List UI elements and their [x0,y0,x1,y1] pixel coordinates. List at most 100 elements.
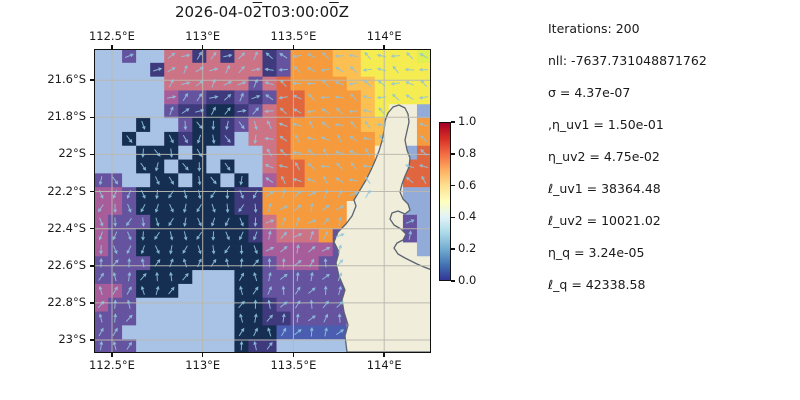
grid-cell [416,214,431,230]
grid-cell [416,104,431,119]
grid-cell [108,49,123,64]
tick-mark [451,216,455,219]
grid-cell [402,242,418,257]
grid-cell [136,104,151,119]
tick-mark [90,302,94,304]
grid-cell [304,339,320,353]
grid-cell [220,339,235,353]
grid-cell [122,159,137,174]
tick-mark [383,353,385,357]
grid-cell [220,283,235,299]
grid-cell [108,145,123,160]
grid-cell [178,325,193,340]
grid-cell [94,145,109,160]
grid-cell [206,297,221,312]
colorbar-tick-label: 0.2 [458,241,477,256]
grid-cell [276,339,291,353]
map-axes [94,49,431,353]
grid-cell [164,339,179,353]
grid-cell [136,131,151,147]
grid-cell [150,49,165,64]
grid-cell [108,90,123,105]
grid-cell [164,297,179,312]
grid-cell [248,145,263,160]
grid-cell [206,159,221,174]
grid-cell [234,159,249,174]
grid-cell [94,118,109,133]
grid-cell [136,76,151,91]
grid-cell [94,159,109,174]
grid-cell [136,297,151,312]
grid-cell [192,325,207,340]
grid-cell [206,311,221,326]
grid-cell [136,339,151,353]
x-tick-label-bottom: 113°E [185,358,221,372]
grid-cell [150,325,165,340]
tick-mark [90,190,94,193]
grid-cell [234,145,249,160]
grid-cell [122,62,137,78]
grid-cell [192,283,207,299]
tick-mark [111,45,113,49]
colorbar-tick-label: 0.4 [458,209,477,224]
grid-cell [220,270,235,285]
grid-cell [122,104,137,119]
grid-cell [150,76,165,91]
grid-cell [150,311,165,326]
x-tick-label-bottom: 113.5°E [270,358,317,372]
grid-cell [416,187,431,202]
heatmap-canvas [94,49,431,353]
stat-line: Iterations: 200 [548,21,640,36]
title-overline-segment: 0 [329,3,339,21]
title-segment: Z [338,3,349,21]
grid-cell [416,201,431,216]
grid-cell [220,325,235,340]
stat-line: σ = 4.37e-07 [548,85,631,100]
grid-cell [332,339,348,353]
tick-mark [90,265,94,267]
title-segment: 2026-04-0 [174,3,253,21]
grid-cell [122,173,137,188]
tick-mark [292,45,295,49]
grid-cell [178,145,193,160]
grid-cell [122,145,137,160]
grid-cell [290,339,306,353]
grid-cell [94,49,109,64]
grid-cell [192,270,207,285]
tick-mark [90,339,94,341]
grid-cell [108,159,123,174]
tick-mark [292,353,295,357]
grid-cell [192,297,207,312]
tick-mark [451,280,455,282]
grid-cell [234,131,249,147]
colorbar [439,122,451,281]
tick-mark [451,153,455,155]
tick-mark [451,121,455,123]
figure-title: 2026-04-02T03:00:00Z [112,3,412,21]
stats-panel: Iterations: 200 nll: -7637.731048871762 σ … [548,13,788,301]
title-segment: T03:00:0 [262,3,330,21]
grid-cell [94,104,109,119]
quiver-arrows [97,51,429,351]
grid-cell [248,159,263,174]
colorbar-tick-label: 0.6 [458,177,477,192]
grid-cell [150,90,165,105]
grid-cell [220,311,235,326]
grid-cell [220,297,235,312]
title-overline-segment: 2 [252,3,263,21]
x-tick-label-bottom: 114°E [366,358,402,372]
grid-cell [94,131,109,147]
tick-mark [90,153,94,156]
stat-line: ℓ_uv2 = 10021.02 [548,213,661,228]
x-tick-label-top: 114°E [366,29,402,43]
colorbar-tick-label: 1.0 [458,114,477,128]
grid-cell [220,145,235,160]
stat-line: η_q = 3.24e-05 [548,245,645,260]
gridlines [94,49,431,353]
tick-mark [451,248,455,250]
tick-mark [201,45,204,49]
grid-cell [318,339,334,353]
grid-cell [164,325,179,340]
grid-cell [150,339,165,353]
